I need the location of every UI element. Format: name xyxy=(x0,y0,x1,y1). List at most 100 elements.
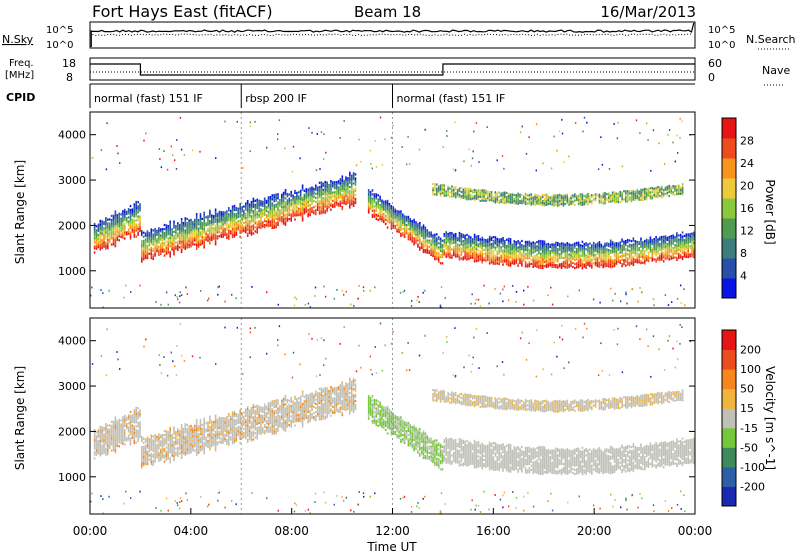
power-cell xyxy=(584,195,586,197)
power-cell xyxy=(453,195,455,197)
power-cell xyxy=(561,263,563,265)
power-cell xyxy=(667,251,669,253)
velocity-cell xyxy=(120,438,122,440)
power-cell xyxy=(453,234,455,236)
power-cell xyxy=(294,206,296,208)
power-cell xyxy=(406,163,407,165)
power-cell xyxy=(680,191,682,193)
power-cell xyxy=(487,191,489,193)
power-cell xyxy=(427,241,429,243)
power-cell xyxy=(491,195,493,197)
power-cell xyxy=(440,304,441,306)
power-cell xyxy=(242,167,243,169)
power-cell xyxy=(663,191,665,193)
power-cell xyxy=(228,232,230,234)
power-cell xyxy=(268,196,270,198)
power-cell xyxy=(510,202,512,204)
power-cell xyxy=(563,257,565,259)
velocity-cell xyxy=(124,429,126,431)
power-cell xyxy=(168,231,170,233)
power-cell xyxy=(553,254,555,256)
power-cell xyxy=(655,242,657,244)
power-cell xyxy=(468,258,470,260)
power-cell xyxy=(521,244,523,246)
power-cell xyxy=(279,119,280,121)
power-cell xyxy=(502,258,504,260)
power-cell xyxy=(663,195,665,197)
velocity-cell xyxy=(101,430,103,432)
power-cell xyxy=(117,227,119,229)
power-cell xyxy=(480,238,482,240)
power-cell xyxy=(434,183,436,185)
power-cell xyxy=(616,195,618,197)
power-cell xyxy=(111,233,113,235)
power-cell xyxy=(94,223,96,225)
power-cell xyxy=(549,264,551,266)
power-cell xyxy=(686,248,688,250)
power-cell xyxy=(217,213,219,215)
power-cell xyxy=(347,194,349,196)
power-cell xyxy=(453,236,455,238)
power-cell xyxy=(627,192,629,194)
power-cell xyxy=(438,185,440,187)
power-cell xyxy=(572,256,574,258)
power-cell xyxy=(619,256,621,258)
power-cell xyxy=(601,264,603,266)
power-cell xyxy=(555,264,557,266)
power-cell xyxy=(604,253,606,255)
power-cell xyxy=(294,305,295,307)
power-cell xyxy=(525,257,527,259)
power-cell xyxy=(568,200,570,202)
power-cell xyxy=(296,196,298,198)
power-cell xyxy=(629,250,631,252)
power-cell xyxy=(502,200,504,202)
power-cell xyxy=(515,259,517,261)
power-cell xyxy=(245,223,247,225)
power-cell xyxy=(532,256,534,258)
power-cell xyxy=(684,245,686,247)
power-cell xyxy=(629,254,631,256)
power-cell xyxy=(164,248,166,250)
power-cell xyxy=(293,146,294,148)
power-cell xyxy=(203,226,205,228)
power-cell xyxy=(665,294,666,296)
power-cell xyxy=(540,265,542,267)
power-cell xyxy=(175,294,176,296)
power-cell xyxy=(574,267,576,269)
velocity-cell xyxy=(115,449,117,451)
power-cell xyxy=(289,212,291,214)
power-cell xyxy=(442,186,444,188)
velocity-cell xyxy=(132,431,134,433)
power-cell xyxy=(413,229,415,231)
power-cell xyxy=(604,194,606,196)
power-cell xyxy=(650,249,652,251)
power-cell xyxy=(268,201,270,203)
power-cell xyxy=(602,260,604,262)
power-cell xyxy=(324,210,326,212)
power-cell xyxy=(326,186,328,188)
power-cell xyxy=(336,183,338,185)
power-cell xyxy=(638,255,640,257)
power-cell xyxy=(633,248,635,250)
power-cell xyxy=(593,246,595,248)
power-cell xyxy=(192,221,194,223)
power-cell xyxy=(239,230,241,232)
nsearch-label: N.Search xyxy=(746,33,796,46)
power-cell xyxy=(442,190,444,192)
power-cell xyxy=(323,207,325,209)
power-cell xyxy=(306,209,308,211)
power-cell xyxy=(226,214,228,216)
power-cell xyxy=(407,136,408,138)
power-cell xyxy=(381,202,383,204)
power-cell xyxy=(565,199,567,201)
power-cell xyxy=(506,196,508,198)
power-cell xyxy=(517,197,519,199)
power-cell xyxy=(512,250,514,252)
power-cell xyxy=(413,221,415,223)
power-cell xyxy=(279,209,281,211)
power-cell xyxy=(343,188,345,190)
power-cell xyxy=(307,191,309,193)
velocity-cell xyxy=(135,413,137,415)
velocity-cell xyxy=(134,432,136,434)
power-cell xyxy=(256,199,258,201)
